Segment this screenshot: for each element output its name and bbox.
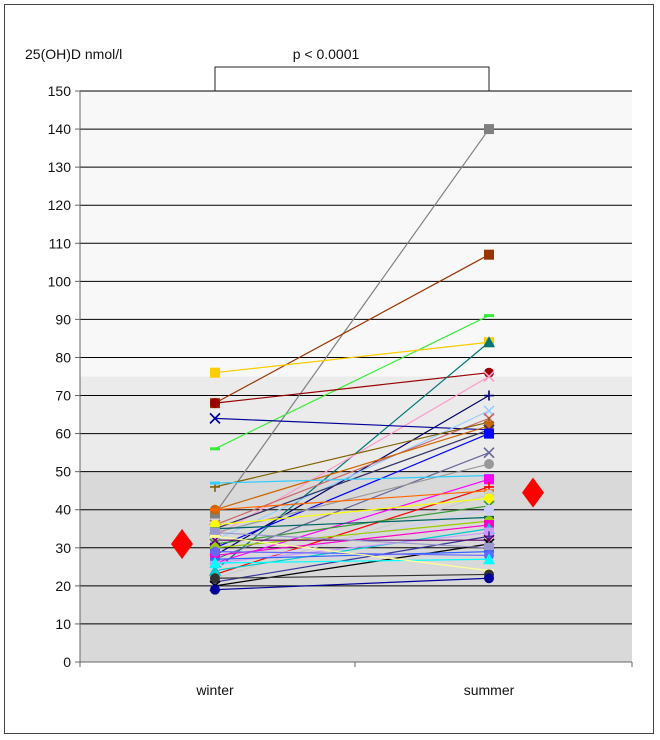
background-band-2 xyxy=(80,91,632,377)
series-line-34 xyxy=(214,551,490,560)
series-line-32 xyxy=(214,543,490,587)
series-point-5-summer xyxy=(483,336,495,348)
series-line-18 xyxy=(214,478,490,564)
y-tick-label-70: 70 xyxy=(55,388,71,404)
y-tick-label-150: 150 xyxy=(48,83,72,99)
series-line-16 xyxy=(214,463,490,534)
y-tick-label-100: 100 xyxy=(48,273,72,289)
y-axis-label: 25(OH)D nmol/l xyxy=(25,46,122,62)
series-point-18-summer xyxy=(484,474,494,485)
series-point-3-winter xyxy=(210,367,220,378)
series-line-0 xyxy=(214,128,490,514)
series-line-38 xyxy=(214,573,490,579)
series-line-15 xyxy=(214,452,490,560)
series-point-20-winter xyxy=(210,508,220,512)
series-point-6-summer xyxy=(483,370,495,383)
series-line-1 xyxy=(214,254,490,404)
series-line-33 xyxy=(214,531,490,549)
series-point-14-summer xyxy=(484,428,494,439)
y-tick-label-90: 90 xyxy=(55,311,71,327)
series-line-30 xyxy=(214,535,490,583)
series-line-23 xyxy=(214,505,490,545)
mean-marker-winter xyxy=(171,528,193,559)
chart-frame: 0 10 20 30 40 50 60 70 80 90 100 110 120 130 140 150 wi… xyxy=(4,4,654,734)
series-line-6 xyxy=(214,375,490,537)
series-point-17-winter xyxy=(210,481,220,485)
series-point-15-summer xyxy=(483,447,495,459)
series-point-0-summer xyxy=(484,124,494,135)
series-point-35-winter xyxy=(210,546,220,557)
series-point-28-winter xyxy=(209,564,221,576)
series-lines xyxy=(214,128,490,591)
series-point-22-summer xyxy=(484,493,494,504)
series-line-37 xyxy=(214,535,490,572)
mean-marker-summer xyxy=(522,477,544,508)
series-point-1-summer xyxy=(484,249,494,260)
series-line-11 xyxy=(214,421,490,488)
series-line-3 xyxy=(214,341,490,374)
p-value-annotation: p < 0.0001 xyxy=(293,46,360,62)
mean-markers xyxy=(171,477,544,559)
series-point-7-summer xyxy=(484,390,494,401)
series-line-2 xyxy=(214,315,490,450)
series-line-28 xyxy=(214,528,490,572)
series-point-24-summer xyxy=(484,504,494,515)
series-point-37-winter xyxy=(210,534,220,538)
series-point-12-summer xyxy=(484,420,494,431)
series-line-14 xyxy=(214,433,490,549)
y-tick-label-130: 130 xyxy=(48,159,72,175)
series-line-4 xyxy=(214,372,490,404)
y-tick-label-20: 20 xyxy=(55,578,71,594)
series-point-39-winter xyxy=(210,584,220,595)
y-tick-label-30: 30 xyxy=(55,540,71,556)
bracket-line xyxy=(214,66,490,91)
series-line-10 xyxy=(214,417,490,526)
series-point-38-winter xyxy=(210,573,220,584)
series-point-2-summer xyxy=(484,314,494,318)
y-tick-label-110: 110 xyxy=(49,235,72,251)
series-line-20 xyxy=(214,490,490,511)
series-line-26 xyxy=(214,520,490,549)
y-tick-label-10: 10 xyxy=(55,616,71,632)
series-line-8 xyxy=(214,417,490,431)
axes xyxy=(75,90,633,667)
significance-bracket xyxy=(214,66,490,91)
y-tick-label-60: 60 xyxy=(55,426,71,442)
y-tick-label-50: 50 xyxy=(55,464,71,480)
series-line-39 xyxy=(214,577,490,591)
series-point-33-winter xyxy=(210,527,220,538)
series-point-4-summer xyxy=(484,367,494,378)
x-tick-labels: winter summer xyxy=(195,682,514,698)
background-band-0 xyxy=(80,471,632,662)
y-tick-labels: 0 10 20 30 40 50 60 70 80 90 100 110 120 130 140 150 xyxy=(48,83,72,670)
series-point-36-winter xyxy=(209,557,221,569)
x-tick-label-summer: summer xyxy=(464,682,515,698)
chart: 0 10 20 30 40 50 60 70 80 90 100 110 120 130 140 150 wi… xyxy=(25,46,633,698)
series-point-8-winter xyxy=(209,412,221,424)
y-tick-label-80: 80 xyxy=(55,349,71,365)
series-point-39-summer xyxy=(484,573,494,584)
series-line-25 xyxy=(214,516,490,530)
series-point-16-summer xyxy=(484,459,494,470)
y-tick-label-120: 120 xyxy=(48,197,72,213)
y-tick-label-40: 40 xyxy=(55,502,71,518)
series-line-12 xyxy=(214,425,490,511)
series-point-4-winter xyxy=(210,398,220,409)
series-line-17 xyxy=(214,474,490,484)
series-line-22 xyxy=(214,497,490,526)
series-point-33-summer xyxy=(484,542,494,553)
series-line-9 xyxy=(214,410,490,541)
x-tick-label-winter: winter xyxy=(195,682,234,698)
grid-lines xyxy=(80,90,632,625)
series-line-21 xyxy=(214,493,490,579)
y-tick-label-0: 0 xyxy=(63,654,71,670)
series-line-19 xyxy=(214,486,490,576)
series-markers xyxy=(209,124,495,595)
series-point-36-summer xyxy=(483,553,495,565)
series-line-36 xyxy=(214,558,490,564)
y-tick-label-140: 140 xyxy=(48,121,72,137)
series-point-2-winter xyxy=(210,447,220,451)
